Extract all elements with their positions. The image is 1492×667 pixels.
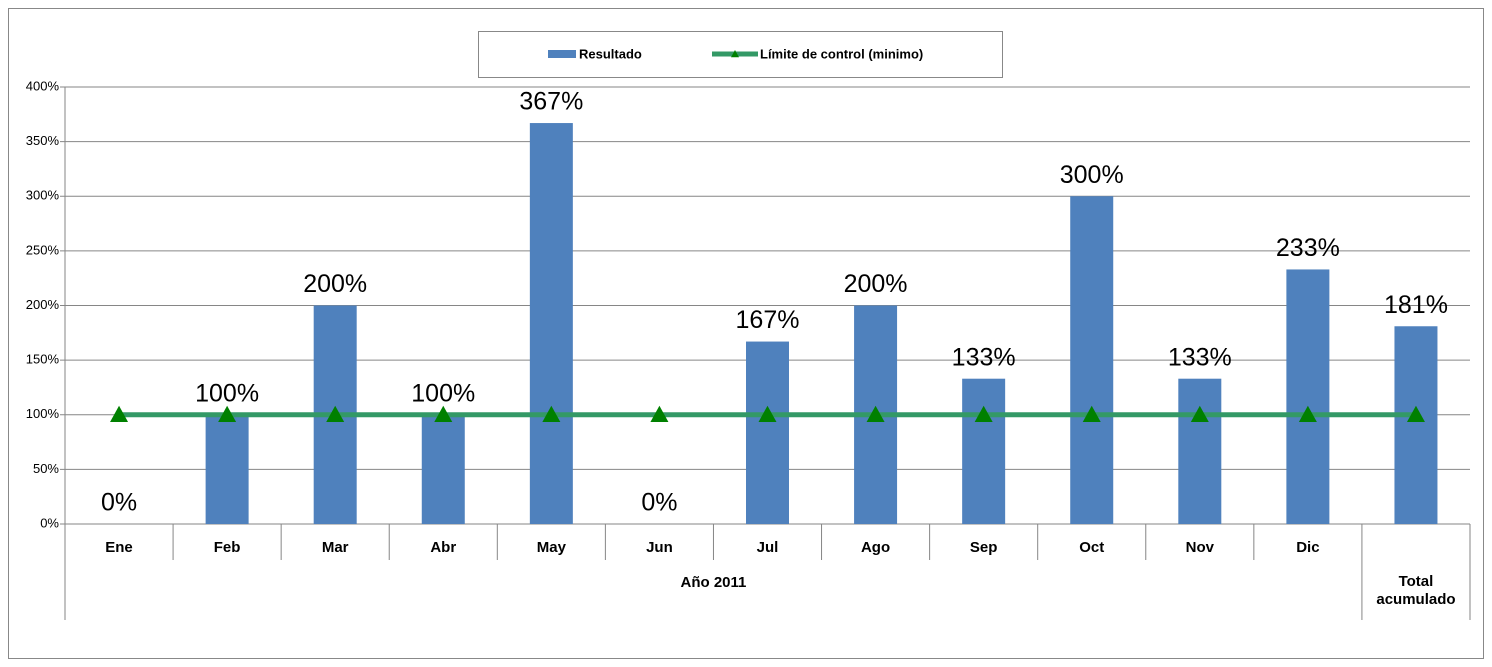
- line-marker: [434, 405, 453, 422]
- bar: [421, 414, 465, 524]
- x-tick-label: Ago: [860, 539, 891, 556]
- data-label: 0%: [101, 489, 137, 517]
- bar: [1286, 269, 1330, 524]
- y-tick-label: 200%: [26, 297, 60, 312]
- y-tick-label: 50%: [33, 461, 59, 476]
- bar: [1178, 378, 1222, 524]
- x-tick-label: Jun: [646, 539, 673, 556]
- x-tick-label: May: [536, 539, 566, 556]
- y-tick-label: 150%: [26, 352, 60, 367]
- bar: [1394, 326, 1438, 524]
- data-label: 167%: [736, 306, 800, 334]
- data-label: 133%: [952, 343, 1016, 371]
- data-label: 200%: [844, 270, 908, 298]
- line-marker: [1082, 405, 1101, 422]
- legend-marker: [731, 50, 739, 58]
- data-label: 100%: [195, 379, 259, 407]
- category-group-label: Año 2011: [680, 574, 747, 591]
- x-tick-label: Sep: [969, 539, 998, 556]
- x-tick-label: Jul: [756, 539, 779, 556]
- line-marker: [1406, 405, 1425, 422]
- y-tick-label: 400%: [26, 78, 60, 93]
- y-tick-label: 100%: [26, 406, 60, 421]
- data-label: 100%: [411, 379, 475, 407]
- bar: [746, 341, 789, 524]
- y-tick-label: 0%: [40, 515, 59, 530]
- y-tick-label: 350%: [26, 133, 60, 148]
- data-label: 0%: [641, 489, 677, 517]
- data-label: 181%: [1384, 291, 1448, 319]
- bar: [529, 123, 573, 525]
- y-tick-label: 300%: [26, 188, 60, 203]
- bar: [962, 378, 1006, 524]
- x-tick-label: Nov: [1185, 539, 1214, 556]
- line-marker: [866, 405, 885, 422]
- x-tick-label: Ene: [105, 539, 133, 556]
- x-tick-label: Feb: [213, 539, 241, 556]
- line-marker: [326, 405, 345, 422]
- line-marker: [218, 405, 237, 422]
- line-marker: [758, 405, 777, 422]
- line-marker: [1298, 405, 1317, 422]
- x-tick-label: Total acumulado: [1376, 573, 1456, 608]
- line-marker: [974, 405, 993, 422]
- line-marker: [542, 405, 561, 422]
- y-tick-label: 250%: [26, 242, 60, 257]
- data-label: 233%: [1276, 234, 1340, 262]
- x-tick-label: Abr: [430, 539, 457, 556]
- chart-border: [8, 8, 1484, 659]
- line-marker: [110, 405, 129, 422]
- data-label: 200%: [303, 270, 367, 298]
- legend-label: Límite de control (minimo): [760, 46, 923, 61]
- x-tick-label: Mar: [321, 539, 349, 556]
- x-tick-label: Oct: [1079, 539, 1105, 556]
- bar: [205, 414, 249, 524]
- legend-swatch: [548, 50, 576, 58]
- bar: [1070, 196, 1114, 524]
- line-marker: [650, 405, 669, 422]
- data-label: 367%: [519, 88, 583, 116]
- line-marker: [1190, 405, 1209, 422]
- data-label: 300%: [1060, 161, 1124, 189]
- legend-label: Resultado: [579, 46, 642, 61]
- x-tick-label: Dic: [1296, 539, 1320, 556]
- data-label: 133%: [1168, 343, 1232, 371]
